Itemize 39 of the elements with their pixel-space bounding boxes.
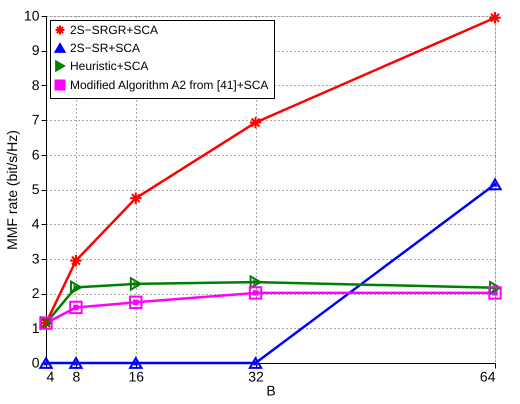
legend-label: 2S−SR+SCA (70, 41, 140, 55)
point (248, 116, 262, 130)
x-tick-label: 64 (480, 368, 496, 384)
y-tick-label: 4 (32, 216, 40, 232)
point (489, 281, 501, 294)
x-axis-title: B (266, 382, 276, 398)
point (250, 275, 262, 289)
point (69, 357, 83, 369)
y-tick-label: 5 (32, 181, 40, 197)
x-tick-label: 16 (128, 368, 144, 384)
y-tick-label: 7 (32, 112, 40, 128)
y-axis-title: MMF rate (bit/s/Hz) (4, 130, 20, 250)
x-tick-label: 4 (46, 368, 54, 384)
y-tick-label: 1 (32, 320, 40, 336)
legend-label: 2S−SRGR+SCA (70, 23, 158, 37)
point (69, 300, 83, 314)
y-tick-label: 8 (32, 76, 40, 93)
x-tick-label: 8 (72, 368, 81, 384)
point (129, 357, 142, 369)
point (488, 286, 502, 300)
point (488, 11, 502, 24)
point (39, 357, 53, 369)
point (488, 178, 502, 190)
point (248, 357, 262, 369)
x-tick-label: 32 (248, 368, 264, 384)
y-tick-label: 0 (32, 354, 40, 370)
point (130, 277, 142, 291)
point (129, 191, 142, 205)
point (69, 254, 83, 268)
y-tick-label: 2 (32, 285, 40, 302)
point (129, 296, 142, 309)
point (70, 280, 82, 294)
legend-label: Heuristic+SCA (70, 59, 148, 73)
y-tick-label: 3 (32, 250, 40, 266)
y-tick-label: 10 (24, 8, 40, 24)
y-tick-label: 6 (32, 146, 40, 162)
y-tick-label: 9 (32, 42, 40, 58)
point (248, 286, 262, 300)
legend-label: Modified Algorithm A2 from [41]+SCA (70, 78, 268, 92)
